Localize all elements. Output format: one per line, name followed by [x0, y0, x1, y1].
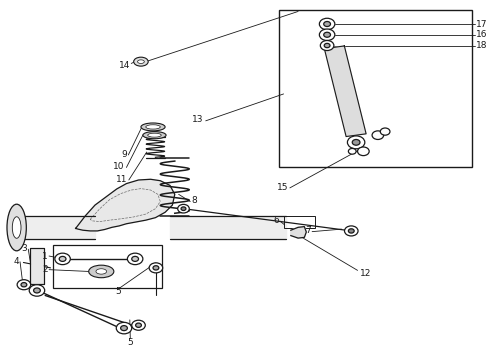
Text: 6: 6: [273, 216, 279, 225]
Ellipse shape: [138, 60, 145, 63]
Bar: [30, 248, 44, 284]
Ellipse shape: [7, 204, 26, 251]
Polygon shape: [18, 216, 95, 239]
Polygon shape: [75, 179, 175, 231]
Circle shape: [347, 136, 365, 149]
Text: 7: 7: [305, 226, 311, 235]
Circle shape: [352, 139, 360, 145]
Circle shape: [121, 325, 127, 330]
Circle shape: [116, 322, 132, 334]
Ellipse shape: [141, 123, 165, 131]
Ellipse shape: [134, 57, 148, 66]
Circle shape: [55, 253, 71, 265]
Text: 12: 12: [360, 269, 371, 278]
Ellipse shape: [143, 132, 166, 139]
Circle shape: [29, 285, 45, 296]
Bar: [53, 244, 162, 288]
Circle shape: [153, 266, 159, 270]
Circle shape: [178, 204, 189, 213]
Circle shape: [319, 29, 335, 41]
Circle shape: [358, 147, 369, 156]
Ellipse shape: [12, 217, 21, 238]
Circle shape: [149, 263, 163, 273]
Circle shape: [380, 128, 390, 135]
Bar: [279, 10, 472, 167]
Circle shape: [324, 43, 330, 48]
Polygon shape: [170, 216, 286, 239]
Circle shape: [181, 207, 186, 211]
Circle shape: [320, 41, 334, 50]
Text: 3: 3: [22, 244, 27, 253]
Text: 14: 14: [119, 61, 130, 70]
Text: 8: 8: [192, 196, 197, 205]
Ellipse shape: [147, 133, 161, 137]
Circle shape: [372, 131, 384, 139]
Text: 16: 16: [476, 30, 488, 39]
Circle shape: [348, 148, 356, 154]
Circle shape: [17, 280, 31, 290]
Circle shape: [59, 256, 66, 261]
Text: 15: 15: [277, 183, 289, 192]
Ellipse shape: [146, 125, 160, 129]
Ellipse shape: [89, 265, 114, 278]
Text: 18: 18: [476, 41, 488, 50]
Circle shape: [324, 32, 330, 37]
Bar: [284, 216, 315, 228]
Polygon shape: [291, 226, 306, 238]
Text: 13: 13: [192, 115, 204, 124]
Circle shape: [136, 323, 142, 327]
Polygon shape: [324, 46, 366, 136]
Text: 9: 9: [122, 150, 127, 159]
Text: 17: 17: [476, 19, 488, 28]
Circle shape: [132, 320, 145, 330]
Circle shape: [127, 253, 143, 265]
Text: 10: 10: [113, 162, 124, 171]
Circle shape: [132, 256, 139, 261]
Circle shape: [344, 226, 358, 236]
Circle shape: [348, 229, 354, 233]
Text: 1: 1: [42, 252, 48, 261]
Bar: [30, 248, 44, 284]
Text: 11: 11: [116, 175, 127, 184]
Circle shape: [21, 283, 27, 287]
Circle shape: [324, 22, 330, 27]
Text: 5: 5: [115, 287, 121, 296]
Text: 4: 4: [13, 257, 19, 266]
Circle shape: [34, 288, 40, 293]
Circle shape: [319, 18, 335, 30]
Ellipse shape: [96, 269, 107, 274]
Text: 2: 2: [43, 265, 48, 274]
Text: 5: 5: [127, 338, 133, 347]
